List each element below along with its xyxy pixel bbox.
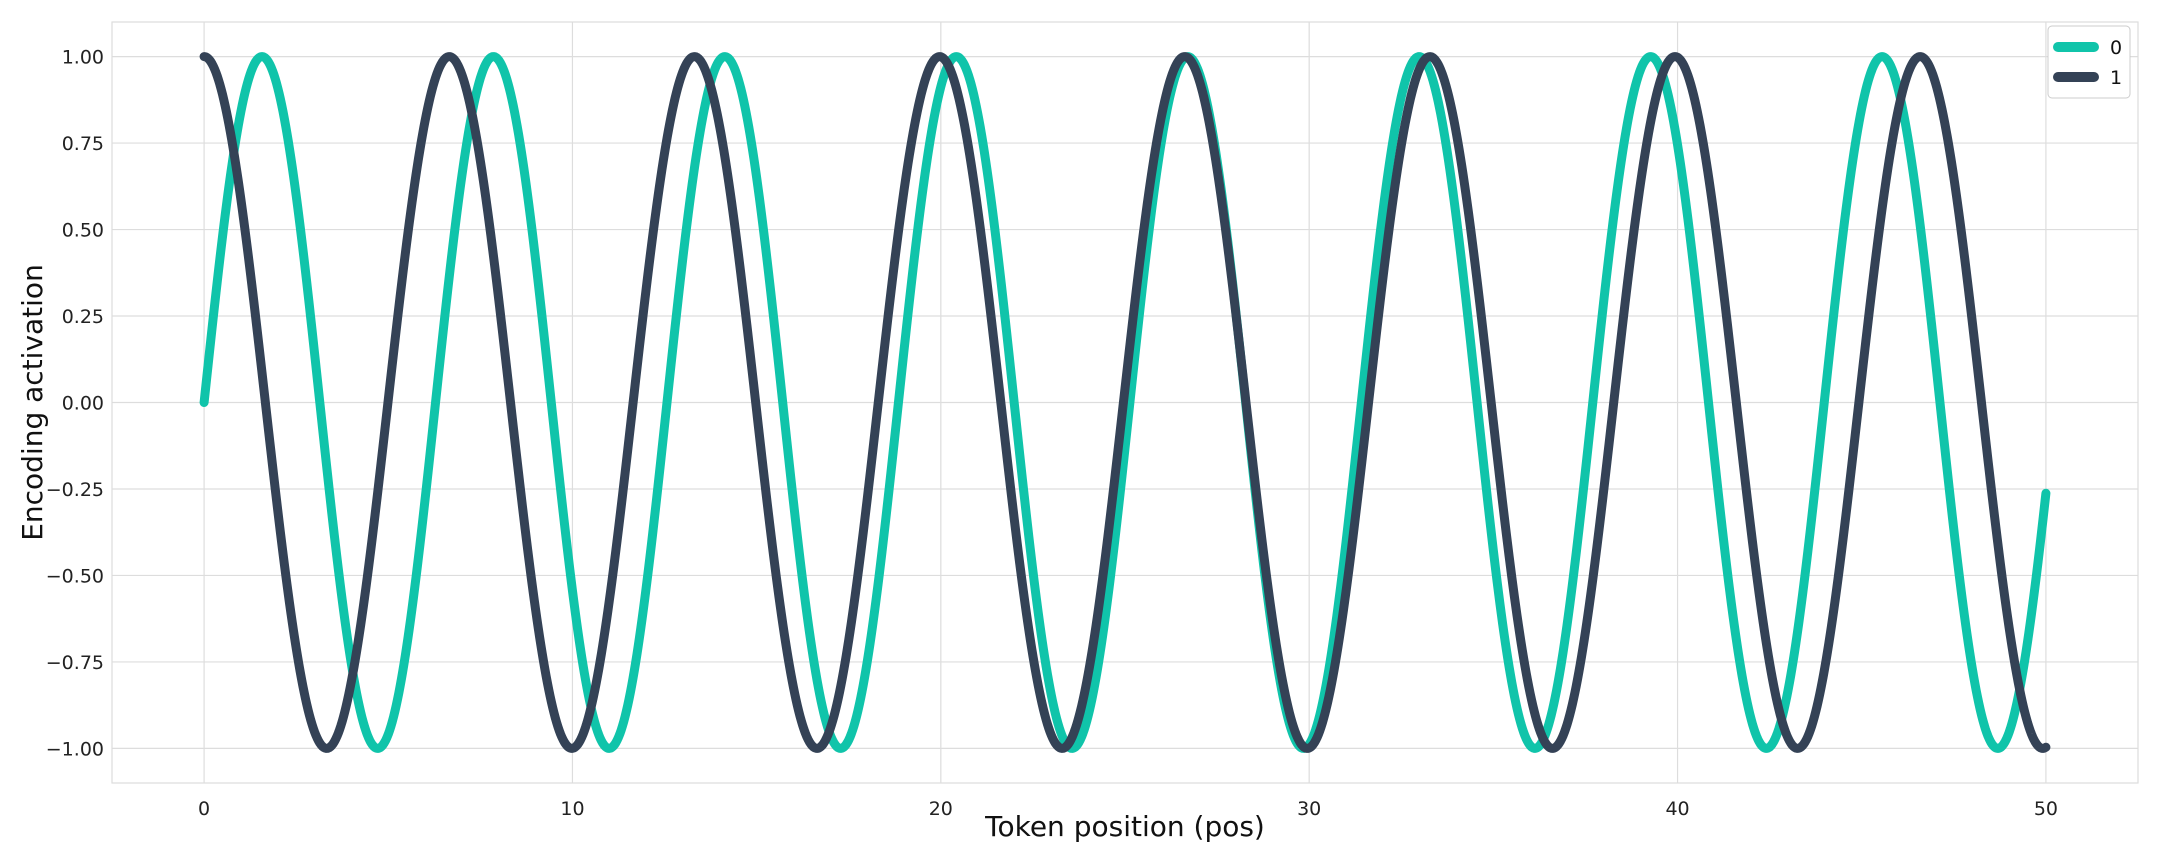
tick-layer: 0 10 20 30 40 50 1.00 0.75 0.50 0.25 0.00 −0.25 −0.5… [46, 47, 2058, 820]
series-line-0 [199, 52, 2051, 753]
grid-layer [111, 21, 2139, 784]
y-tick-label: −0.75 [46, 652, 104, 674]
plot-frame [111, 21, 2139, 784]
y-tick-label: 1.00 [62, 47, 104, 69]
y-tick-label: 0.00 [62, 393, 104, 415]
series-layer [199, 52, 2051, 753]
y-tick-label: 0.50 [62, 220, 104, 242]
x-tick-label: 30 [1297, 798, 1321, 820]
y-tick-label: 0.75 [62, 133, 104, 155]
y-tick-label: −0.50 [46, 565, 104, 587]
y-axis-label: Encoding activation [16, 264, 49, 541]
x-axis-label: Token position (pos) [984, 810, 1265, 843]
x-tick-label: 20 [929, 798, 953, 820]
legend: 01 [2047, 25, 2131, 99]
legend-label-0: 0 [2110, 37, 2122, 59]
y-tick-label: 0.25 [62, 306, 104, 328]
y-tick-label: −1.00 [46, 738, 104, 760]
x-tick-label: 40 [1665, 798, 1689, 820]
series-line-1 [199, 52, 2051, 753]
x-tick-label: 0 [198, 798, 210, 820]
x-tick-label: 10 [560, 798, 584, 820]
y-tick-label: −0.25 [46, 479, 104, 501]
legend-label-1: 1 [2110, 67, 2122, 89]
x-tick-label: 50 [2034, 798, 2058, 820]
